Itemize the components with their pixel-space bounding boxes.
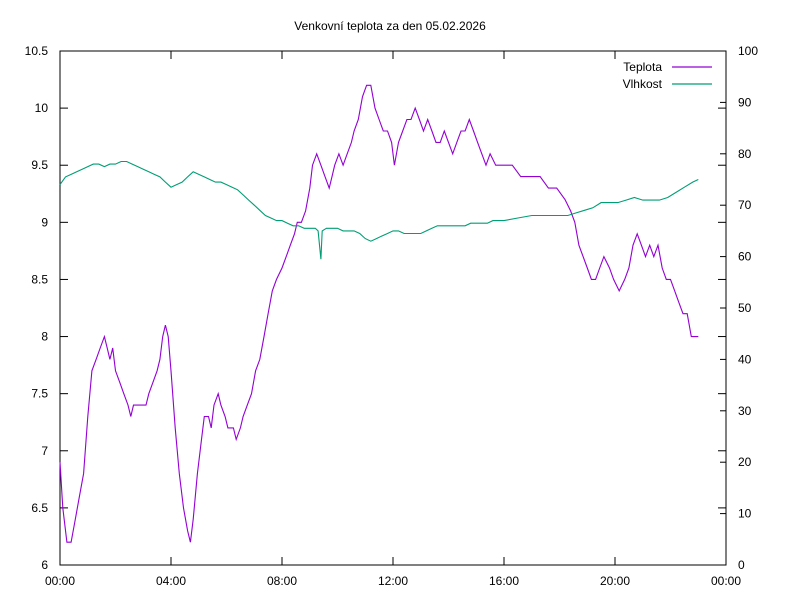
legend-label-teplota: Teplota <box>623 60 662 74</box>
y-left-tick-label: 6 <box>41 558 48 572</box>
y-right-tick-label: 40 <box>738 352 752 366</box>
x-tick-label: 04:00 <box>156 574 186 588</box>
y-right-tick-label: 30 <box>738 404 752 418</box>
y-right-tick-label: 90 <box>738 95 752 109</box>
x-tick-label: 00:00 <box>711 574 741 588</box>
y-left-tick-label: 6.5 <box>31 501 48 515</box>
x-tick-label: 08:00 <box>267 574 297 588</box>
x-tick-label: 00:00 <box>45 574 75 588</box>
x-tick-label: 12:00 <box>378 574 408 588</box>
series-layer <box>59 84 699 543</box>
series-line-teplota <box>59 84 699 543</box>
y-right-tick-label: 60 <box>738 250 752 264</box>
y-right-tick-label: 10 <box>738 507 752 521</box>
y-left-tick-label: 8 <box>41 330 48 344</box>
y-right-tick-label: 50 <box>738 301 752 315</box>
y-right-tick-label: 20 <box>738 455 752 469</box>
y-left-tick-label: 10.5 <box>25 44 49 58</box>
y-right-tick-label: 70 <box>738 198 752 212</box>
y-right-tick-label: 80 <box>738 147 752 161</box>
y-left-tick-label: 9 <box>41 215 48 229</box>
chart-title: Venkovní teplota za den 05.02.2026 <box>294 19 486 33</box>
x-tick-label: 16:00 <box>489 574 519 588</box>
legend-label-vlhkost: Vlhkost <box>623 77 663 91</box>
series-line-vlhkost <box>59 160 699 260</box>
y-left-tick-label: 7 <box>41 444 48 458</box>
legend: Teplota Vlhkost <box>623 60 712 91</box>
axis-ticks: 6 6.5 7 7.5 8 8.5 9 9.5 10 10.5 0 10 20 30 40 50 60 70 80 9… <box>25 44 759 588</box>
y-left-tick-label: 10 <box>35 101 49 115</box>
x-tick-label: 20:00 <box>600 574 630 588</box>
y-left-tick-label: 9.5 <box>31 158 48 172</box>
y-right-tick-label: 100 <box>738 44 758 58</box>
y-right-tick-label: 0 <box>738 558 745 572</box>
y-left-tick-label: 8.5 <box>31 272 48 286</box>
y-left-tick-label: 7.5 <box>31 387 48 401</box>
